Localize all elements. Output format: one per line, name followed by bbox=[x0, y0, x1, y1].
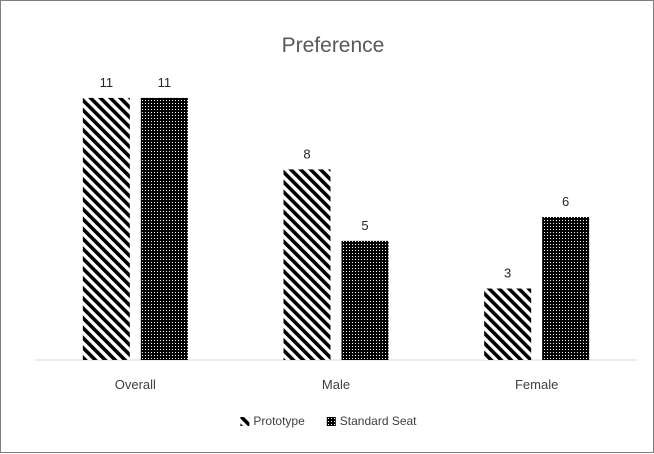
bar-overall-standard-seat bbox=[140, 97, 188, 361]
data-label: 11 bbox=[100, 75, 114, 90]
bar-overall-prototype bbox=[82, 97, 130, 361]
legend-item-standard-seat: Standard Seat bbox=[326, 414, 417, 428]
legend-label: Standard Seat bbox=[340, 414, 417, 428]
data-label: 3 bbox=[504, 266, 511, 281]
bar-female-prototype bbox=[484, 288, 532, 360]
legend-swatch bbox=[326, 417, 336, 426]
bar-male-standard-seat bbox=[341, 240, 389, 360]
x-tick-labels: Overall Male Female bbox=[115, 377, 559, 392]
x-tick-label: Male bbox=[322, 377, 350, 392]
legend-label: Prototype bbox=[253, 414, 305, 428]
bars-layer bbox=[82, 97, 590, 361]
data-label: 5 bbox=[361, 218, 368, 233]
data-label: 6 bbox=[562, 194, 569, 209]
x-tick-label: Female bbox=[515, 377, 558, 392]
chart-title: Preference bbox=[282, 34, 385, 57]
data-labels-layer: 11 11 8 5 3 6 bbox=[100, 75, 570, 281]
data-label: 8 bbox=[303, 146, 310, 161]
bar-female-standard-seat bbox=[542, 217, 590, 360]
data-label: 11 bbox=[158, 75, 172, 90]
bar-male-prototype bbox=[283, 169, 331, 360]
legend-item-prototype: Prototype bbox=[240, 414, 305, 428]
x-tick-label: Overall bbox=[115, 377, 156, 392]
legend-swatch bbox=[240, 417, 250, 426]
legend: Prototype Standard Seat bbox=[240, 414, 417, 428]
